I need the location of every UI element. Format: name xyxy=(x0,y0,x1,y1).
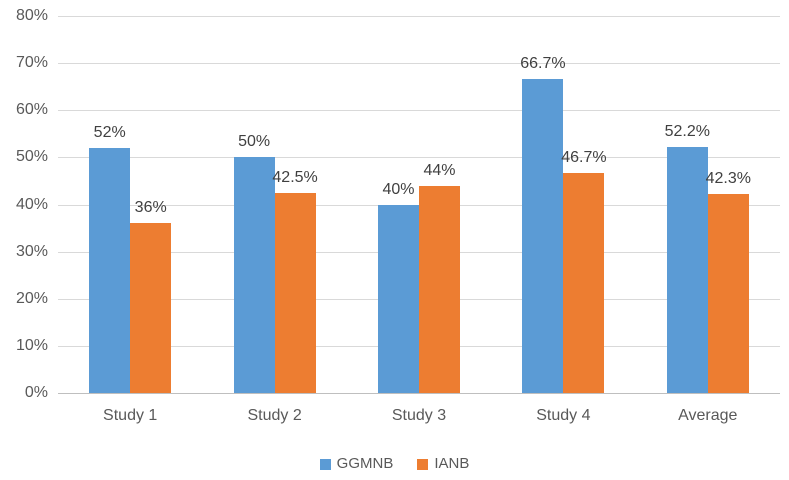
y-axis-tick-label: 30% xyxy=(15,243,48,260)
data-label: 42.3% xyxy=(705,169,751,187)
x-axis-category-label: Study 4 xyxy=(536,407,591,424)
data-label: 46.7% xyxy=(561,148,607,166)
y-axis-tick-label: 0% xyxy=(24,384,48,401)
x-axis-category-label: Study 2 xyxy=(247,407,302,424)
legend-label: IANB xyxy=(434,455,470,472)
bar-ianb-study-4 xyxy=(563,172,605,393)
legend-label: GGMNB xyxy=(336,455,394,472)
bar-ggmnb-study-3 xyxy=(378,204,419,393)
x-axis-category-label: Study 3 xyxy=(391,407,447,424)
bar-ggmnb-average xyxy=(666,147,708,393)
bar-ggmnb-study-2 xyxy=(233,157,275,393)
y-axis-tick-label: 10% xyxy=(15,337,48,354)
y-axis-tick-label: 70% xyxy=(15,54,48,71)
data-label: 36% xyxy=(134,199,167,217)
data-label: 40% xyxy=(382,180,415,198)
data-label: 52.2% xyxy=(664,123,710,140)
data-label: 50% xyxy=(238,133,271,151)
bar-ianb-study-1 xyxy=(130,223,172,393)
bar-ianb-study-2 xyxy=(274,192,316,393)
gridline xyxy=(58,157,780,158)
legend-swatch-icon xyxy=(417,458,429,470)
bar-ianb-study-3 xyxy=(419,185,460,393)
legend-item-ggmnb: GGMNB xyxy=(319,455,394,473)
gridline xyxy=(58,63,780,64)
data-label: 52% xyxy=(93,123,126,141)
legend: GGMNB IANB xyxy=(0,455,789,473)
data-label: 44% xyxy=(423,161,456,179)
data-label: 42.5% xyxy=(272,168,318,186)
y-axis-tick-label: 80% xyxy=(15,7,48,24)
x-axis-category-label: Study 1 xyxy=(103,407,158,424)
legend-item-ianb: IANB xyxy=(417,455,469,473)
bar-ggmnb-study-4 xyxy=(522,78,564,393)
y-axis-tick-label: 60% xyxy=(15,101,48,118)
x-axis-category-label: Average xyxy=(678,407,738,424)
y-axis-tick-label: 20% xyxy=(15,290,48,307)
gridline xyxy=(58,16,780,17)
legend-swatch-icon xyxy=(319,458,331,470)
y-axis-tick-label: 40% xyxy=(15,196,48,213)
bar-ianb-average xyxy=(707,193,749,393)
data-label: 66.7% xyxy=(520,54,566,72)
gridline xyxy=(58,110,780,111)
bar-ggmnb-study-1 xyxy=(89,147,131,393)
y-axis-tick-label: 50% xyxy=(15,148,48,165)
x-axis-line xyxy=(58,393,780,394)
